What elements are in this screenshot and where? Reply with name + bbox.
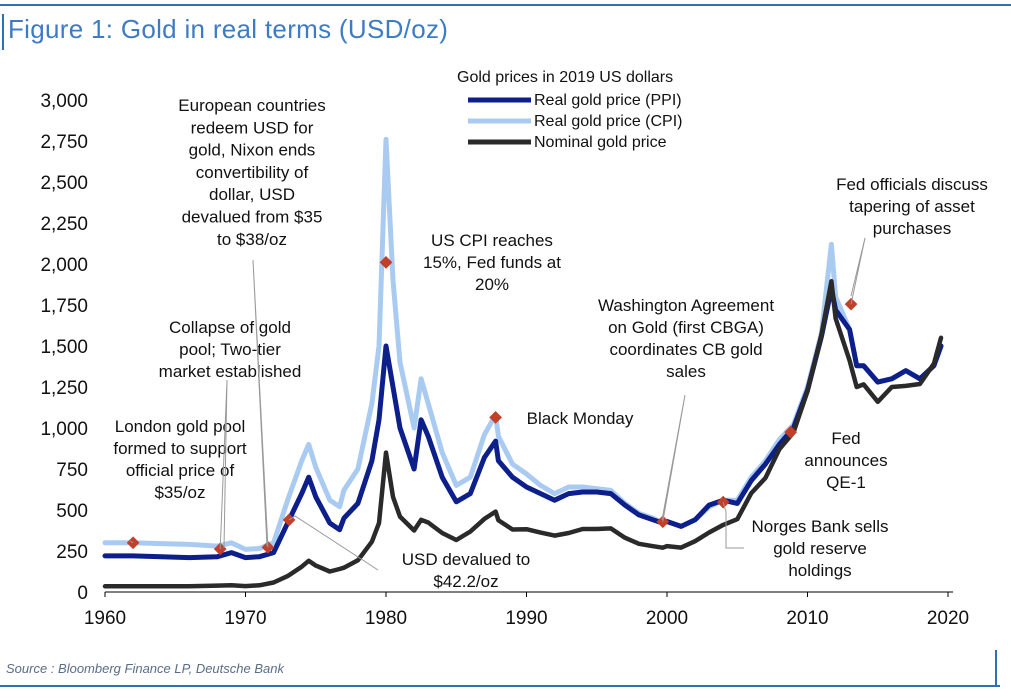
y-tick-label: 1,750 bbox=[40, 296, 88, 317]
annotation-label: London gold pool formed to support officia… bbox=[113, 417, 247, 502]
frame-top-rule bbox=[0, 4, 1011, 6]
annotation-label: USD devalued to $42.2/oz bbox=[402, 550, 531, 591]
series-layer bbox=[102, 136, 944, 589]
source-note: Source : Bloomberg Finance LP, Deutsche … bbox=[6, 661, 284, 676]
x-tick-label: 1990 bbox=[505, 608, 547, 629]
x-tick-label: 2010 bbox=[786, 608, 828, 629]
y-tick-label: 2,000 bbox=[40, 255, 88, 276]
annotation-label: European countries redeem USD for gold, Ni… bbox=[178, 96, 325, 249]
y-tick-label: 500 bbox=[56, 501, 88, 522]
annotation-leader-line bbox=[219, 379, 228, 550]
axes-layer: 0 250 500 750 1,000 1,250 1,500 1,750 2,000 2,250… bbox=[40, 91, 969, 629]
y-tick-label: 2,750 bbox=[40, 132, 88, 153]
annotation-leader-line bbox=[252, 259, 269, 548]
annotation-marker bbox=[379, 255, 393, 269]
annotation-label: Washington Agreement on Gold (first CBGA)… bbox=[598, 296, 774, 381]
x-tick-label: 2020 bbox=[927, 608, 969, 629]
annotation-marker bbox=[489, 410, 502, 424]
y-tick-label: 1,250 bbox=[40, 378, 88, 399]
y-tick-label: 750 bbox=[56, 460, 88, 481]
annotation-label: US CPI reaches 15%, Fed funds at 20% bbox=[423, 231, 561, 294]
legend: Gold prices in 2019 US dollars Real gold … bbox=[457, 69, 683, 151]
annotation-label: Black Monday bbox=[527, 409, 634, 428]
series-line-nominal bbox=[102, 278, 944, 589]
legend-title: Gold prices in 2019 US dollars bbox=[457, 69, 673, 86]
annotation-leader-line bbox=[129, 540, 134, 544]
annotation-label: Collapse of gold pool; Two-tier market est… bbox=[159, 318, 302, 381]
frame-bottom-rule bbox=[0, 685, 1000, 687]
legend-entry-ppi: Real gold price (PPI) bbox=[534, 92, 682, 109]
x-tick-label: 1970 bbox=[224, 608, 266, 629]
annotation-leader-line bbox=[850, 237, 866, 305]
annotation-label: Fed announces QE-1 bbox=[804, 429, 887, 492]
annotation-leader-line bbox=[722, 501, 744, 549]
annotation-label: Norges Bank sells gold reserve holdings bbox=[751, 517, 888, 580]
frame-right-rule bbox=[995, 650, 997, 687]
y-tick-label: 1,000 bbox=[40, 419, 88, 440]
annotation-leader-line bbox=[661, 394, 686, 522]
legend-entry-cpi: Real gold price (CPI) bbox=[534, 113, 683, 130]
y-tick-label: 3,000 bbox=[40, 91, 88, 112]
legend-entry-nominal: Nominal gold price bbox=[534, 134, 667, 151]
figure-title: Figure 1: Gold in real terms (USD/oz) bbox=[8, 14, 449, 44]
y-tick-label: 2,250 bbox=[40, 214, 88, 235]
annotation-label-layer: London gold pool formed to support officia… bbox=[113, 96, 988, 591]
annotation-label: Fed officials discuss tapering of asset pu… bbox=[836, 175, 988, 238]
y-tick-label: 0 bbox=[77, 583, 88, 604]
y-tick-label: 1,500 bbox=[40, 337, 88, 358]
x-tick-label: 2000 bbox=[646, 608, 688, 629]
y-tick-label: 250 bbox=[56, 542, 88, 563]
x-tick-label: 1980 bbox=[365, 608, 407, 629]
y-tick-label: 2,500 bbox=[40, 173, 88, 194]
annotation-leader-line bbox=[288, 515, 379, 571]
x-tick-label: 1960 bbox=[84, 608, 126, 629]
frame-left-rule bbox=[2, 14, 4, 50]
